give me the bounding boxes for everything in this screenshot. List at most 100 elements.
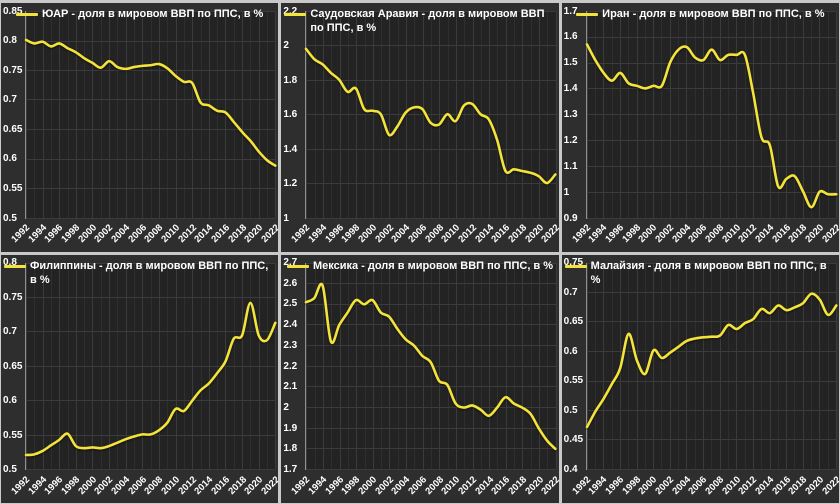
chart-panel-3: 1.7 1.6 1.5 1.4 1.3 1.2 1.1 1 0.9 1992 1994 1996 199… bbox=[561, 3, 839, 252]
y-tick-label: 2.7 bbox=[283, 257, 298, 268]
vertical-gridline bbox=[719, 262, 721, 469]
horizontal-gridline bbox=[26, 262, 276, 264]
horizontal-gridline bbox=[26, 331, 276, 333]
y-tick-label: 0.65 bbox=[563, 316, 584, 328]
horizontal-gridline bbox=[586, 469, 836, 470]
vertical-gridline bbox=[744, 262, 746, 469]
vertical-gridline bbox=[794, 262, 796, 469]
y-tick-label: 1.2 bbox=[283, 178, 298, 189]
plot-area bbox=[24, 11, 277, 219]
chart-panel-4: 0.8 0.75 0.7 0.65 0.6 0.55 0.5 1992 1994 1996 1998… bbox=[1, 254, 279, 503]
vertical-gridline bbox=[669, 262, 671, 469]
y-tick-label: 0.85 bbox=[3, 5, 23, 17]
line-series bbox=[305, 47, 557, 185]
y-tick-label: 0.55 bbox=[563, 375, 584, 387]
horizontal-gridline bbox=[586, 321, 836, 323]
horizontal-gridline bbox=[306, 365, 556, 367]
horizontal-gridline bbox=[26, 40, 276, 42]
y-tick-label: 0.75 bbox=[3, 64, 23, 76]
vertical-gridline bbox=[100, 11, 102, 218]
horizontal-gridline bbox=[306, 262, 556, 264]
horizontal-gridline bbox=[26, 99, 276, 101]
vertical-gridline bbox=[586, 262, 588, 469]
chart-panel-5: 2.7 2.6 2.5 2.4 2.3 2.2 2.1 2 1.9 1.8 1.7 1992 1994 1… bbox=[281, 254, 559, 503]
horizontal-gridline bbox=[586, 439, 836, 441]
vertical-gridline bbox=[92, 11, 94, 218]
y-tick-label: 1.8 bbox=[283, 443, 298, 455]
y-tick-label: 1.3 bbox=[563, 109, 578, 120]
vertical-gridline bbox=[555, 11, 557, 218]
y-tick-label: 1.4 bbox=[563, 83, 578, 95]
vertical-gridline bbox=[125, 11, 127, 218]
horizontal-gridline bbox=[306, 217, 556, 219]
horizontal-gridline bbox=[586, 380, 836, 382]
line-series-svg bbox=[585, 43, 838, 209]
vertical-gridline bbox=[603, 262, 605, 469]
horizontal-gridline bbox=[306, 386, 556, 388]
y-tick-label: 2 bbox=[283, 401, 289, 413]
y-tick-label: 1.1 bbox=[563, 160, 578, 172]
line-series bbox=[24, 38, 277, 167]
vertical-gridline bbox=[34, 11, 36, 218]
vertical-gridline bbox=[208, 11, 210, 218]
y-tick-label: 0.45 bbox=[563, 434, 584, 446]
y-tick-label: 1 bbox=[283, 212, 289, 224]
plot-area bbox=[24, 262, 277, 470]
vertical-gridline bbox=[75, 11, 77, 218]
y-tick-label: 2.2 bbox=[283, 360, 298, 372]
vertical-gridline bbox=[192, 11, 194, 218]
horizontal-gridline bbox=[306, 427, 556, 429]
vertical-gridline bbox=[50, 11, 52, 218]
vertical-gridline bbox=[250, 11, 252, 218]
y-tick-label: 0.75 bbox=[563, 257, 584, 268]
plot-area bbox=[585, 262, 838, 470]
horizontal-gridline bbox=[26, 11, 276, 12]
horizontal-gridline bbox=[306, 148, 556, 150]
y-tick-label: 1.8 bbox=[283, 74, 298, 86]
y-tick-label: 0.7 bbox=[563, 286, 578, 298]
horizontal-gridline bbox=[586, 11, 836, 12]
horizontal-gridline bbox=[306, 183, 556, 185]
vertical-gridline bbox=[711, 262, 713, 469]
vertical-gridline bbox=[109, 11, 111, 218]
y-tick-label: 0.6 bbox=[3, 153, 17, 165]
chart-panel-2: 2.2 2 1.8 1.6 1.4 1.2 1 1992 1994 1996 1998 2000 200… bbox=[281, 3, 559, 252]
y-tick-label: 0.55 bbox=[3, 429, 23, 441]
horizontal-gridline bbox=[306, 345, 556, 347]
horizontal-gridline bbox=[586, 217, 836, 219]
vertical-gridline bbox=[836, 11, 837, 218]
vertical-gridline bbox=[777, 262, 779, 469]
vertical-gridline bbox=[233, 11, 235, 218]
y-tick-label: 0.5 bbox=[563, 404, 578, 416]
vertical-gridline bbox=[836, 262, 837, 469]
vertical-gridline bbox=[752, 262, 754, 469]
vertical-gridline bbox=[42, 11, 44, 218]
vertical-gridline bbox=[786, 262, 788, 469]
horizontal-gridline bbox=[306, 448, 556, 450]
horizontal-gridline bbox=[306, 283, 556, 285]
y-tick-label: 0.6 bbox=[563, 345, 578, 357]
y-tick-label: 0.65 bbox=[3, 123, 23, 135]
vertical-gridline bbox=[26, 11, 27, 218]
horizontal-gridline bbox=[586, 36, 836, 38]
vertical-gridline bbox=[242, 11, 244, 218]
y-tick-label: 2.1 bbox=[283, 381, 298, 393]
line-series bbox=[585, 291, 838, 428]
vertical-gridline bbox=[275, 262, 277, 469]
horizontal-gridline bbox=[586, 62, 836, 64]
y-tick-label: 1.7 bbox=[563, 5, 578, 17]
horizontal-gridline bbox=[306, 11, 556, 12]
y-tick-label: 0.5 bbox=[3, 212, 17, 224]
vertical-gridline bbox=[827, 262, 829, 469]
vertical-gridline bbox=[67, 11, 69, 218]
y-tick-label: 0.75 bbox=[3, 291, 23, 303]
vertical-gridline bbox=[686, 262, 688, 469]
vertical-gridline bbox=[84, 11, 86, 218]
y-tick-label: 0.5 bbox=[3, 464, 17, 475]
horizontal-gridline bbox=[26, 69, 276, 71]
vertical-gridline bbox=[819, 262, 821, 469]
horizontal-gridline bbox=[306, 45, 556, 47]
horizontal-gridline bbox=[586, 191, 836, 193]
y-tick-label: 0.8 bbox=[3, 257, 17, 268]
vertical-gridline bbox=[653, 262, 655, 469]
